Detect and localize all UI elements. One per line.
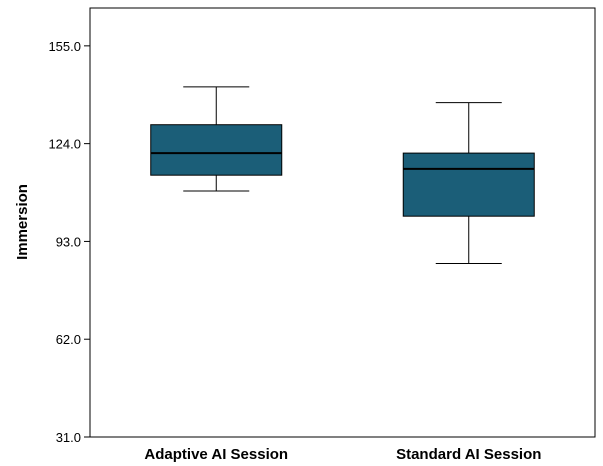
y-tick-label: 62.0 [56,332,81,347]
y-axis-title: Immersion [14,184,31,260]
boxes [150,86,535,265]
plot-frame [89,7,596,438]
y-tick-label: 31.0 [56,430,81,445]
y-tick-label: 93.0 [56,234,81,249]
iqr-box [150,124,283,176]
box-2 [402,102,535,265]
x-axis-labels: Adaptive AI Session Standard AI Session [144,446,541,463]
box-1 [150,86,283,192]
x-category-label: Standard AI Session [396,446,541,463]
y-tick-label: 124.0 [48,137,81,152]
y-tick-label: 155.0 [48,39,81,54]
x-category-label: Adaptive AI Session [144,446,288,463]
y-axis-ticks: 31.0 62.0 93.0 124.0 155.0 [48,39,90,445]
iqr-box [402,152,535,217]
